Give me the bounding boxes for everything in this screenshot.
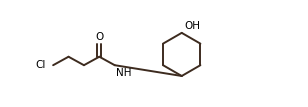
Text: Cl: Cl — [35, 60, 45, 70]
Text: O: O — [95, 32, 103, 42]
Text: NH: NH — [116, 68, 132, 78]
Text: OH: OH — [184, 21, 200, 31]
